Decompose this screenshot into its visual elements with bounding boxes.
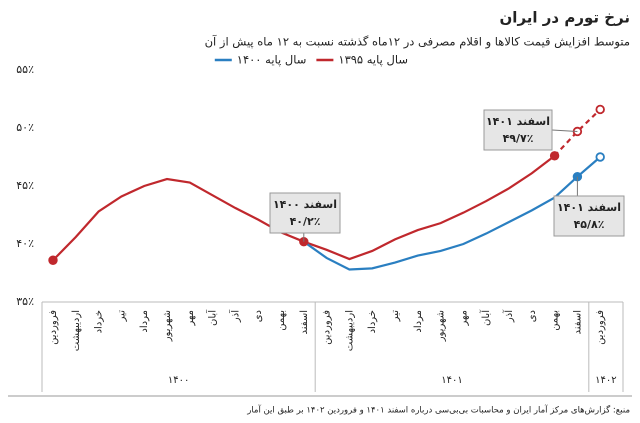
x-tick-label: تیر xyxy=(116,310,127,323)
annotation-box xyxy=(483,109,553,151)
chart-subtitle: متوسط افزایش قیمت کالاها و اقلام مصرفی د… xyxy=(205,35,630,50)
x-tick-label: آذر xyxy=(502,309,515,323)
series-line xyxy=(303,156,601,271)
legend-label: سال پایه ۱۳۹۵ xyxy=(338,53,408,67)
x-tick-label: مرداد xyxy=(413,310,424,333)
annotation-label: ۴۵/۸٪ xyxy=(574,218,605,231)
x-tick-label: فروردین xyxy=(595,310,606,345)
annotation-title: اسفند ۱۴۰۱ xyxy=(557,201,621,214)
x-tick-label: آبان xyxy=(479,309,492,326)
x-tick-label: فروردین xyxy=(322,310,333,345)
legend-label: سال پایه ۱۴۰۰ xyxy=(237,53,307,67)
y-tick-label: ۴۰٪ xyxy=(16,237,34,250)
x-tick-label: خرداد xyxy=(94,310,105,333)
y-tick-label: ۵۰٪ xyxy=(16,121,34,134)
x-tick-label: فروردین xyxy=(48,310,59,345)
annotation-box xyxy=(553,195,625,237)
x-tick-label: تیر xyxy=(390,310,401,323)
x-tick-label: دی xyxy=(253,310,264,322)
annotation-title: اسفند ۱۴۰۰ xyxy=(273,198,337,211)
x-tick-label: بهمن xyxy=(550,310,561,331)
x-tick-label: آذر xyxy=(228,309,241,323)
annotation-leader xyxy=(551,129,578,132)
x-tick-label: دی xyxy=(527,310,538,322)
x-group-label: ۱۴۰۰ xyxy=(168,375,189,386)
chart-title: نرخ تورم در ایران xyxy=(500,9,631,27)
x-tick-label: شهریور xyxy=(162,310,173,342)
y-tick-label: ۳۵٪ xyxy=(16,295,34,308)
x-tick-label: اردیبهشت xyxy=(344,310,355,351)
series-line xyxy=(553,108,601,157)
x-group-label: ۱۴۰۱ xyxy=(441,375,462,386)
x-tick-label: اسفند xyxy=(572,310,583,334)
x-tick-label: شهریور xyxy=(436,310,447,342)
x-tick-label: آبان xyxy=(206,309,219,326)
x-tick-label: اسفند xyxy=(299,310,310,334)
x-tick-label: خرداد xyxy=(367,310,378,333)
x-tick-label: مهر xyxy=(185,310,196,326)
annotation-label: ۴۹/۷٪ xyxy=(503,132,534,145)
x-tick-label: اردیبهشت xyxy=(71,310,82,351)
point-marker xyxy=(549,151,560,161)
annotation-label: ۴۰/۲٪ xyxy=(290,215,321,228)
point-marker xyxy=(48,255,58,265)
x-tick-label: بهمن xyxy=(276,310,287,331)
annotation-box xyxy=(269,192,341,234)
source: منبع: گزارش‌های مرکز آمار ایران و محاسبا… xyxy=(246,404,630,416)
point-marker xyxy=(595,104,605,115)
annotation-title: اسفند ۱۴۰۱ xyxy=(486,115,550,128)
point-marker xyxy=(595,152,605,162)
x-group-label: ۱۴۰۲ xyxy=(595,375,616,386)
x-tick-label: مرداد xyxy=(139,310,150,333)
x-tick-label: مهر xyxy=(458,310,469,326)
y-tick-label: ۵۵٪ xyxy=(16,63,34,76)
y-tick-label: ۴۵٪ xyxy=(16,179,34,192)
